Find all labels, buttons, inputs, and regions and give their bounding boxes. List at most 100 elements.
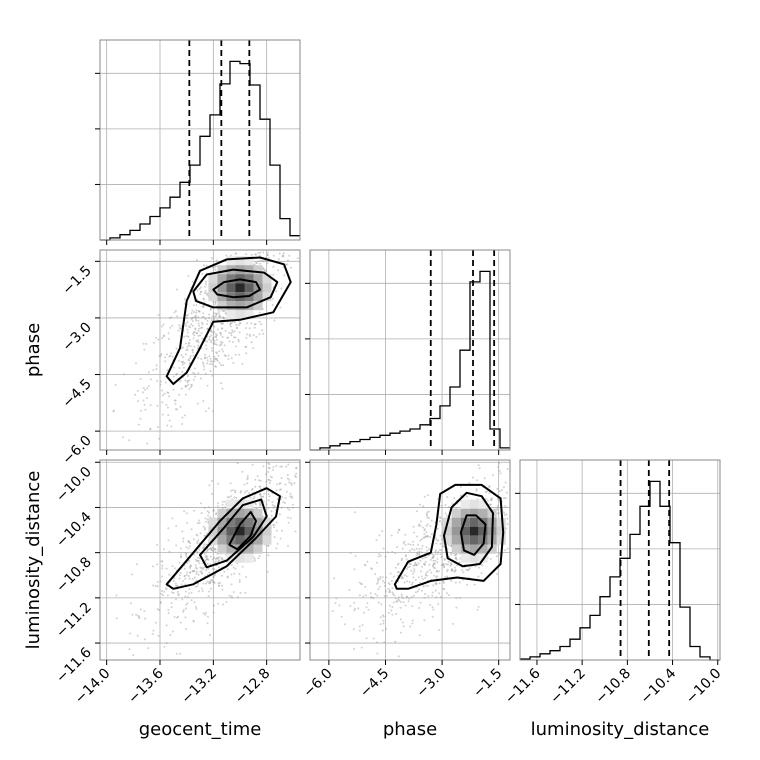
sample-point <box>170 606 173 609</box>
sample-point <box>142 399 145 402</box>
sample-point <box>193 331 196 334</box>
sample-point <box>181 416 184 419</box>
sample-point <box>208 484 211 487</box>
sample-point <box>429 536 432 538</box>
sample-point <box>202 546 205 549</box>
sample-point <box>450 553 453 556</box>
sample-point <box>189 567 191 570</box>
density-cell <box>460 499 470 509</box>
sample-point <box>383 585 386 587</box>
sample-point <box>190 323 193 326</box>
sample-point <box>186 313 189 316</box>
sample-point <box>443 588 446 591</box>
sample-point <box>268 467 271 470</box>
sample-point <box>453 554 456 557</box>
sample-point <box>278 513 281 516</box>
sample-point <box>255 253 258 256</box>
sample-point <box>161 389 163 392</box>
sample-point <box>142 387 145 389</box>
sample-point <box>422 505 425 508</box>
sample-point <box>143 610 146 613</box>
sample-point <box>504 497 507 500</box>
sample-point <box>262 251 265 254</box>
sample-point <box>161 567 164 570</box>
sample-point <box>159 383 162 386</box>
sample-point <box>222 310 225 312</box>
sample-point <box>455 557 457 560</box>
sample-point <box>140 409 142 412</box>
sample-point <box>275 489 278 492</box>
panel-phase-vs-geocent <box>99 249 301 451</box>
sample-point <box>245 327 247 330</box>
sample-point <box>288 478 291 481</box>
sample-point <box>427 554 430 557</box>
sample-point <box>165 642 168 645</box>
sample-point <box>480 572 483 575</box>
sample-point <box>455 606 458 609</box>
grid-geocent-hist <box>100 40 300 240</box>
sample-point <box>192 337 195 340</box>
sample-point <box>394 640 397 643</box>
sample-point <box>426 511 429 514</box>
sample-point <box>477 566 480 569</box>
sample-point <box>217 312 220 315</box>
sample-point <box>222 317 225 320</box>
sample-point <box>182 366 185 369</box>
sample-point <box>435 549 437 552</box>
sample-point <box>411 619 414 622</box>
sample-point <box>230 334 233 337</box>
density-cell <box>253 274 263 284</box>
sample-point <box>201 572 204 575</box>
sample-point <box>266 251 269 254</box>
sample-point <box>412 564 415 567</box>
sample-point <box>459 596 462 599</box>
sample-point <box>178 327 181 329</box>
sample-point <box>407 543 410 546</box>
sample-point <box>167 392 170 394</box>
sample-point <box>275 529 278 532</box>
sample-point <box>393 601 395 604</box>
sample-point <box>167 337 170 340</box>
sample-point <box>181 361 184 364</box>
sample-point <box>488 485 491 488</box>
sample-point <box>238 579 241 581</box>
sample-point <box>423 619 426 622</box>
sample-point <box>227 354 230 357</box>
sample-point <box>275 547 278 550</box>
density-cell <box>253 544 263 554</box>
sample-point <box>438 629 441 631</box>
sample-point <box>389 572 392 575</box>
sample-point <box>168 395 171 398</box>
sample-point <box>205 556 208 559</box>
sample-point <box>349 552 352 554</box>
sample-point <box>197 327 200 330</box>
sample-point <box>169 634 172 636</box>
sample-point <box>432 559 435 562</box>
sample-point <box>185 335 188 338</box>
sample-point <box>123 373 126 376</box>
sample-point <box>191 309 194 312</box>
sample-point <box>214 560 217 563</box>
sample-point <box>221 387 224 390</box>
sample-point <box>167 539 170 542</box>
sample-point <box>219 343 222 346</box>
sample-point <box>234 252 237 255</box>
sample-point <box>284 497 287 500</box>
sample-point <box>465 568 468 571</box>
sample-point <box>418 607 420 609</box>
sample-point <box>186 348 189 351</box>
sample-point <box>426 535 429 538</box>
sample-point <box>210 334 213 337</box>
sample-point <box>142 342 145 345</box>
density-cell <box>469 535 479 545</box>
sample-point <box>497 497 499 500</box>
sample-point <box>182 356 185 359</box>
sample-point <box>417 524 420 527</box>
sample-point <box>400 577 403 580</box>
sample-point <box>424 584 427 587</box>
sample-point <box>283 274 286 277</box>
sample-point <box>206 327 209 330</box>
sample-point <box>281 465 283 468</box>
sample-point <box>179 571 182 574</box>
sample-point <box>173 577 176 580</box>
